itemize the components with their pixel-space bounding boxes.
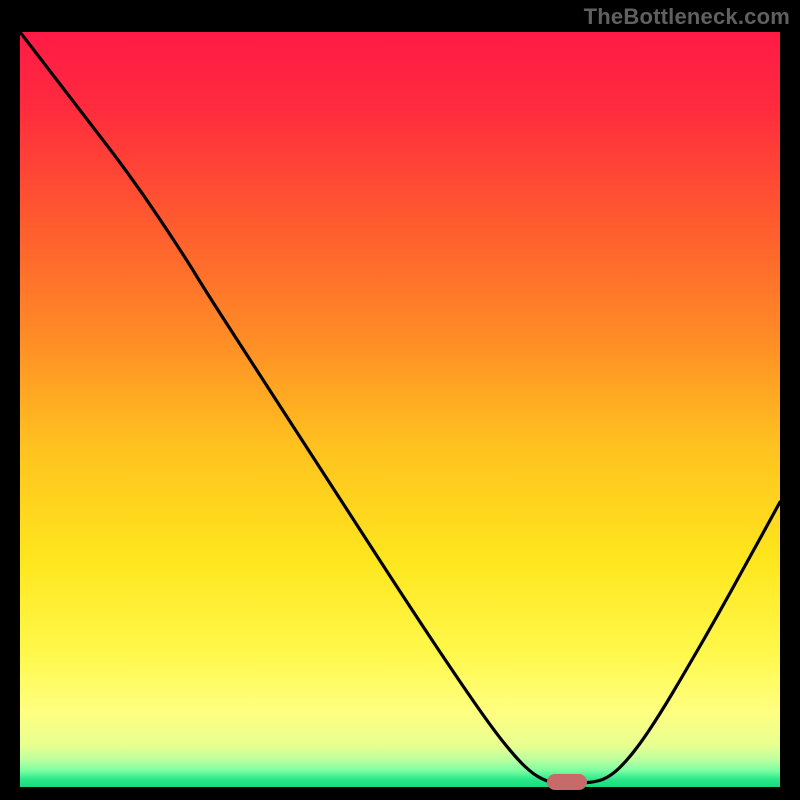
bottleneck-curve [20, 32, 780, 787]
chart-frame: TheBottleneck.com [0, 0, 800, 800]
watermark-text: TheBottleneck.com [584, 4, 790, 30]
optimal-marker [547, 774, 587, 790]
plot-area [20, 32, 780, 787]
